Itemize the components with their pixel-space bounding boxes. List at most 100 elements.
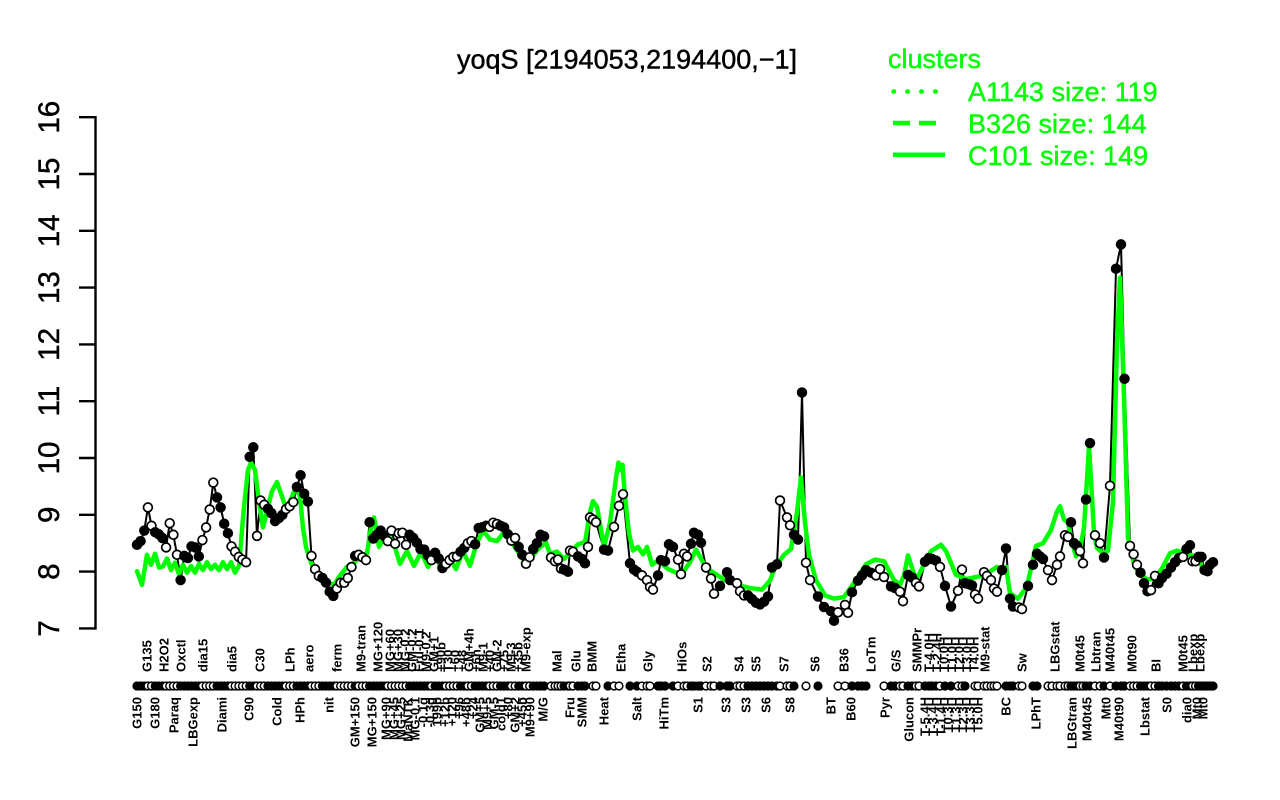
svg-text:Heat: Heat <box>597 696 612 725</box>
svg-text:GM+1: GM+1 <box>427 636 442 672</box>
svg-text:dia5: dia5 <box>225 646 240 672</box>
svg-text:GM+2: GM+2 <box>508 697 523 733</box>
svg-text:LBGexp: LBGexp <box>186 697 201 747</box>
svg-text:+75: +75 <box>497 650 512 672</box>
svg-text:G150: G150 <box>130 697 145 729</box>
svg-text:LPh: LPh <box>283 647 298 672</box>
svg-text:Salt: Salt <box>630 696 645 721</box>
svg-text:MG+60: MG+60 <box>383 629 398 672</box>
svg-text:clusters: clusters <box>888 44 981 74</box>
svg-text:MG+150: MG+150 <box>365 697 380 747</box>
svg-text:14: 14 <box>33 214 66 247</box>
svg-text:S6: S6 <box>759 697 774 713</box>
svg-text:G/S: G/S <box>889 649 904 672</box>
svg-text:HiTm: HiTm <box>657 697 672 730</box>
svg-text:Sw: Sw <box>1015 652 1030 672</box>
svg-text:T-4.0H: T-4.0H <box>922 633 937 672</box>
svg-text:M0t45: M0t45 <box>1176 635 1191 672</box>
svg-text:GM-0.2: GM-0.2 <box>405 629 420 672</box>
svg-text:M9-3: M9-3 <box>504 642 519 672</box>
svg-text:C101 size: 149: C101 size: 149 <box>968 141 1148 171</box>
svg-text:dia0: dia0 <box>1180 697 1195 723</box>
svg-text:S2: S2 <box>700 656 715 672</box>
svg-text:BMM: BMM <box>585 641 600 672</box>
svg-text:T5.0H: T5.0H <box>971 697 986 732</box>
svg-text:H2O2: H2O2 <box>157 638 172 672</box>
svg-text:BT: BT <box>824 697 839 714</box>
svg-text:M9-0.2: M9-0.2 <box>419 632 434 672</box>
svg-text:SMMPr: SMMPr <box>910 628 925 672</box>
svg-text:12: 12 <box>33 328 66 361</box>
svg-text:Fru: Fru <box>563 697 578 718</box>
svg-text:Etha: Etha <box>614 643 629 672</box>
svg-text:Pyr: Pyr <box>878 697 893 718</box>
svg-text:C30: C30 <box>253 648 268 672</box>
svg-text:M9-stat: M9-stat <box>978 626 993 672</box>
svg-text:S3: S3 <box>719 697 734 713</box>
svg-text:M0t90: M0t90 <box>1125 635 1140 672</box>
svg-text:S8: S8 <box>783 697 798 713</box>
svg-text:MG+30: MG+30 <box>391 629 406 672</box>
svg-text:15: 15 <box>33 158 66 191</box>
svg-text:S3: S3 <box>739 697 754 713</box>
svg-text:Mal: Mal <box>550 650 565 672</box>
svg-text:C90: C90 <box>242 697 257 721</box>
svg-text:Mt0: Mt0 <box>1190 697 1205 719</box>
svg-text:T1.0H: T1.0H <box>945 637 960 672</box>
svg-text:M40t90: M40t90 <box>1112 697 1127 741</box>
svg-text:GM+5: GM+5 <box>473 697 488 733</box>
svg-text:+60: +60 <box>448 650 463 672</box>
svg-text:T30: T30 <box>441 650 456 672</box>
svg-text:ferm: ferm <box>330 644 345 672</box>
svg-text:Fru-0.1: Fru-0.1 <box>412 629 427 672</box>
svg-text:Mt0: Mt0 <box>1099 697 1114 719</box>
svg-text:GM-2: GM-2 <box>490 640 505 673</box>
svg-text:yoqS [2194053,2194400,−1]: yoqS [2194053,2194400,−1] <box>457 45 797 75</box>
svg-text:B36: B36 <box>837 648 852 672</box>
svg-text:BI: BI <box>1149 659 1164 672</box>
svg-text:T1.3H: T1.3H <box>949 697 964 732</box>
svg-text:+40: +40 <box>483 650 498 672</box>
svg-text:M40t45: M40t45 <box>1080 697 1095 741</box>
svg-text:M0t45: M0t45 <box>1073 635 1088 672</box>
svg-text:nit: nit <box>322 696 337 713</box>
svg-text:GM-5: GM-5 <box>487 697 502 730</box>
svg-text:T0.3H: T0.3H <box>941 697 956 732</box>
svg-text:+35b: +35b <box>511 642 526 672</box>
svg-text:+12b: +12b <box>438 697 453 727</box>
svg-text:M9+5: M9+5 <box>480 697 495 730</box>
svg-text:+48: +48 <box>455 650 470 672</box>
svg-text:B60: B60 <box>844 697 859 721</box>
svg-text:G180: G180 <box>148 697 163 729</box>
svg-text:M/G: M/G <box>536 697 551 722</box>
svg-text:MG+45: MG+45 <box>387 697 402 740</box>
svg-text:B326 size: 144: B326 size: 144 <box>968 109 1147 139</box>
svg-text:S0: S0 <box>1160 697 1175 713</box>
svg-text:T0.0H: T0.0H <box>937 637 952 672</box>
svg-text:S1: S1 <box>691 697 706 713</box>
svg-text:13: 13 <box>33 271 66 304</box>
svg-text:T3.3H: T3.3H <box>963 697 978 732</box>
svg-text:T4.0H: T4.0H <box>967 637 982 672</box>
svg-text:T-5.4H: T-5.4H <box>918 697 933 736</box>
svg-text:S7: S7 <box>777 656 792 672</box>
svg-text:HPh: HPh <box>293 697 308 723</box>
svg-text:Diami: Diami <box>215 697 230 732</box>
svg-text:+48b: +48b <box>459 697 474 727</box>
svg-text:T2.3H: T2.3H <box>956 697 971 732</box>
svg-text:M9+90: M9+90 <box>523 697 538 737</box>
svg-text:MaNTK: MaNTK <box>401 696 416 741</box>
svg-text:+96: +96 <box>452 697 467 719</box>
svg-text:LBGtran: LBGtran <box>1065 697 1080 749</box>
svg-text:Mt0: Mt0 <box>1196 697 1211 719</box>
svg-text:SMM: SMM <box>575 697 590 727</box>
svg-text:MG+25: MG+25 <box>394 697 409 740</box>
svg-text:cold1: cold1 <box>494 697 509 731</box>
svg-text:MG+120: MG+120 <box>371 622 386 672</box>
svg-text:M9-tran: M9-tran <box>354 625 369 672</box>
svg-text:LoTm: LoTm <box>864 637 879 672</box>
svg-text:10: 10 <box>33 442 66 475</box>
svg-text:Cold: Cold <box>270 697 285 726</box>
svg-text:MG-0.1: MG-0.1 <box>408 697 423 740</box>
svg-text:S6: S6 <box>808 656 823 672</box>
